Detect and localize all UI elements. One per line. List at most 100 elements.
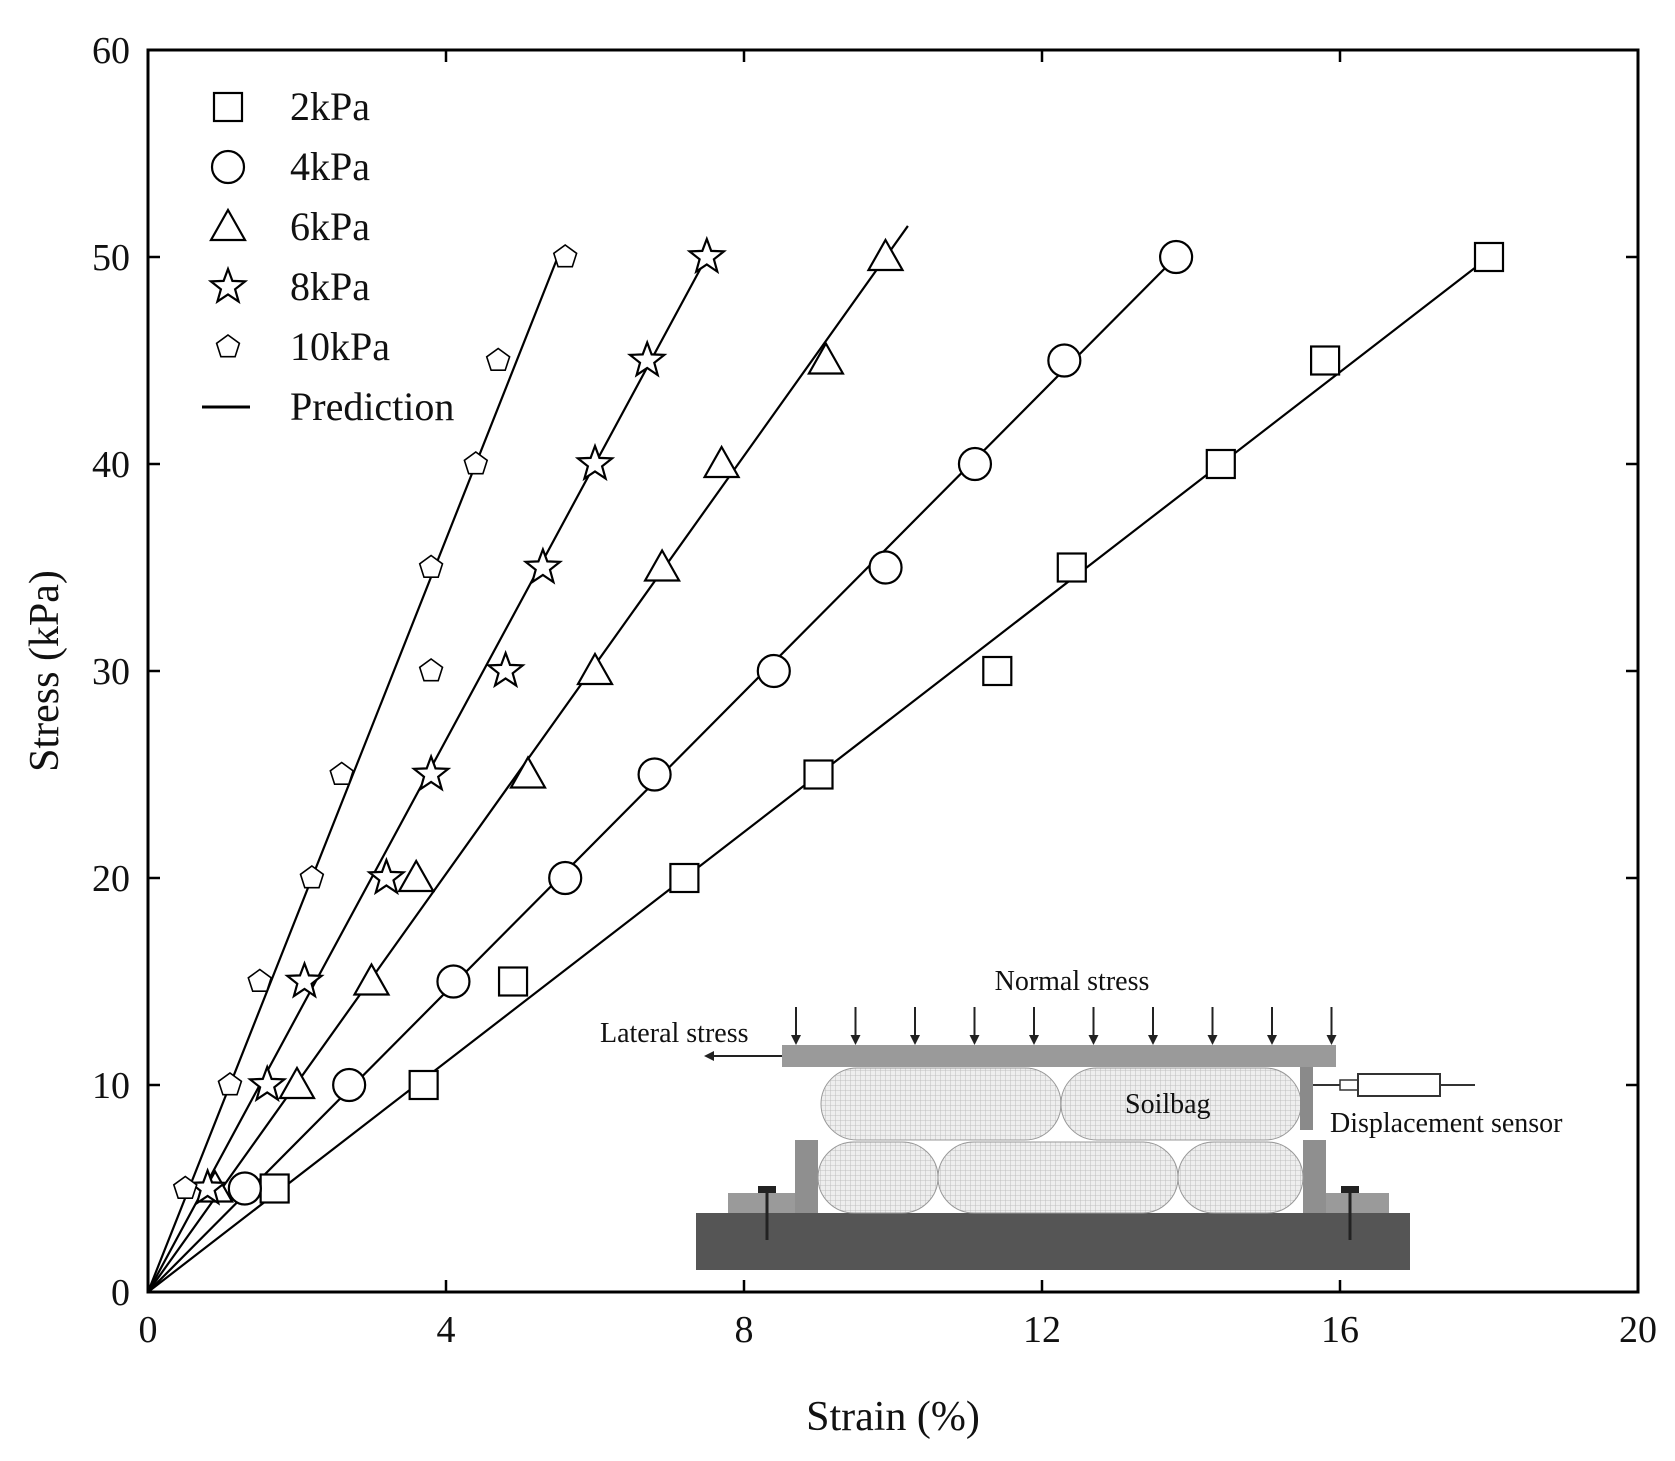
data-point — [1473, 241, 1505, 273]
data-point — [332, 1067, 367, 1103]
data-point — [522, 546, 564, 585]
data-point — [1158, 239, 1194, 275]
data-point — [686, 235, 727, 275]
data-point — [866, 237, 905, 272]
arrow-head — [1088, 1035, 1099, 1045]
data-point — [497, 966, 529, 997]
left-ledge — [728, 1193, 800, 1213]
x-tick-label: 8 — [735, 1309, 754, 1351]
y-axis-title: Stress (kPa) — [22, 570, 68, 772]
y-tick-label: 50 — [92, 237, 130, 279]
legend-label: 2kPa — [290, 84, 370, 129]
arrow-head — [791, 1035, 801, 1045]
data-point — [485, 649, 526, 689]
series-2kPa — [259, 241, 1505, 1204]
loading-plate — [782, 1045, 1336, 1067]
x-tick-label: 20 — [1619, 1309, 1657, 1351]
data-point — [576, 651, 614, 686]
data-markers — [172, 235, 1505, 1206]
data-point — [247, 968, 273, 993]
data-point — [807, 341, 845, 375]
soilbag-shape — [820, 1067, 1062, 1141]
soilbag-label: Soilbag — [1125, 1089, 1211, 1120]
base-plate — [696, 1213, 1410, 1270]
data-point — [1047, 343, 1082, 378]
legend-marker — [215, 334, 241, 358]
y-tick-label: 60 — [92, 30, 130, 72]
y-tick-label: 30 — [92, 651, 130, 693]
data-point — [509, 755, 547, 789]
arrow-head — [1207, 1035, 1218, 1045]
sensor-plate — [1300, 1063, 1313, 1130]
data-point — [868, 550, 903, 585]
data-point — [284, 960, 325, 999]
data-point — [756, 653, 791, 689]
left-wall — [795, 1140, 818, 1213]
right-wall — [1303, 1140, 1326, 1213]
normal-stress-label: Normal stress — [995, 966, 1150, 997]
y-tick-label: 20 — [92, 858, 130, 900]
data-point — [227, 1171, 262, 1206]
legend-label: 4kPa — [290, 144, 370, 189]
data-point — [436, 964, 471, 999]
data-point — [485, 347, 511, 372]
legend-marker — [210, 149, 246, 185]
data-point — [803, 759, 834, 790]
data-point — [982, 655, 1013, 687]
data-point — [408, 1069, 439, 1101]
arrow-head — [1267, 1035, 1277, 1045]
data-point — [957, 446, 993, 482]
data-point — [397, 858, 436, 893]
data-point — [548, 860, 583, 896]
data-point — [702, 444, 741, 479]
legend-label: 8kPa — [290, 264, 370, 309]
x-tick-label: 0 — [139, 1309, 158, 1351]
prediction-line — [146, 256, 559, 1293]
arrow-head — [1148, 1035, 1158, 1045]
x-tick-label: 4 — [437, 1309, 456, 1351]
y-tick-label: 10 — [92, 1065, 130, 1107]
displacement-sensor-label: Displacement sensor — [1330, 1108, 1563, 1139]
displacement-sensor — [1357, 1073, 1441, 1097]
data-point — [1205, 448, 1236, 480]
data-point — [1056, 552, 1087, 583]
series-10kPa — [172, 244, 578, 1199]
normal-stress-arrows — [791, 1007, 1337, 1045]
data-point — [418, 554, 444, 579]
axes: 0 4 8 12 16 20 0 10 20 30 40 50 60 — [92, 30, 1657, 1351]
x-tick-label: 12 — [1023, 1309, 1061, 1351]
legend-label: 6kPa — [290, 204, 370, 249]
legend-label: Prediction — [290, 384, 454, 429]
x-axis-title: Strain (%) — [806, 1394, 980, 1440]
data-point — [299, 865, 325, 889]
data-point — [366, 856, 407, 896]
data-point — [217, 1072, 243, 1096]
data-point — [247, 1063, 288, 1103]
data-point — [643, 548, 681, 582]
data-point — [637, 757, 672, 792]
data-point — [329, 761, 355, 786]
legend-marker — [209, 207, 247, 242]
data-point — [410, 753, 452, 792]
series-8kPa — [187, 235, 727, 1206]
data-point — [669, 862, 700, 894]
data-point — [552, 244, 578, 268]
lateral-stress-label: Lateral stress — [600, 1018, 749, 1049]
arrow-head — [969, 1035, 980, 1045]
arrow-head — [1029, 1035, 1039, 1045]
y-tick-label: 40 — [92, 444, 130, 486]
arrow-head — [1326, 1035, 1337, 1045]
data-point — [259, 1173, 290, 1204]
right-ledge — [1323, 1193, 1389, 1213]
y-tick-label: 0 — [111, 1272, 130, 1314]
arrow-head — [850, 1035, 861, 1045]
legend-label: 10kPa — [290, 324, 390, 369]
sensor-connector — [1339, 1079, 1359, 1091]
data-point — [418, 658, 444, 682]
data-point — [352, 962, 391, 996]
x-tick-label: 16 — [1321, 1309, 1359, 1351]
arrow-head — [910, 1035, 920, 1045]
test-apparatus-inset: Normal stress Lateral stress Soilbag Dis… — [600, 966, 1563, 1270]
data-point — [172, 1175, 198, 1199]
